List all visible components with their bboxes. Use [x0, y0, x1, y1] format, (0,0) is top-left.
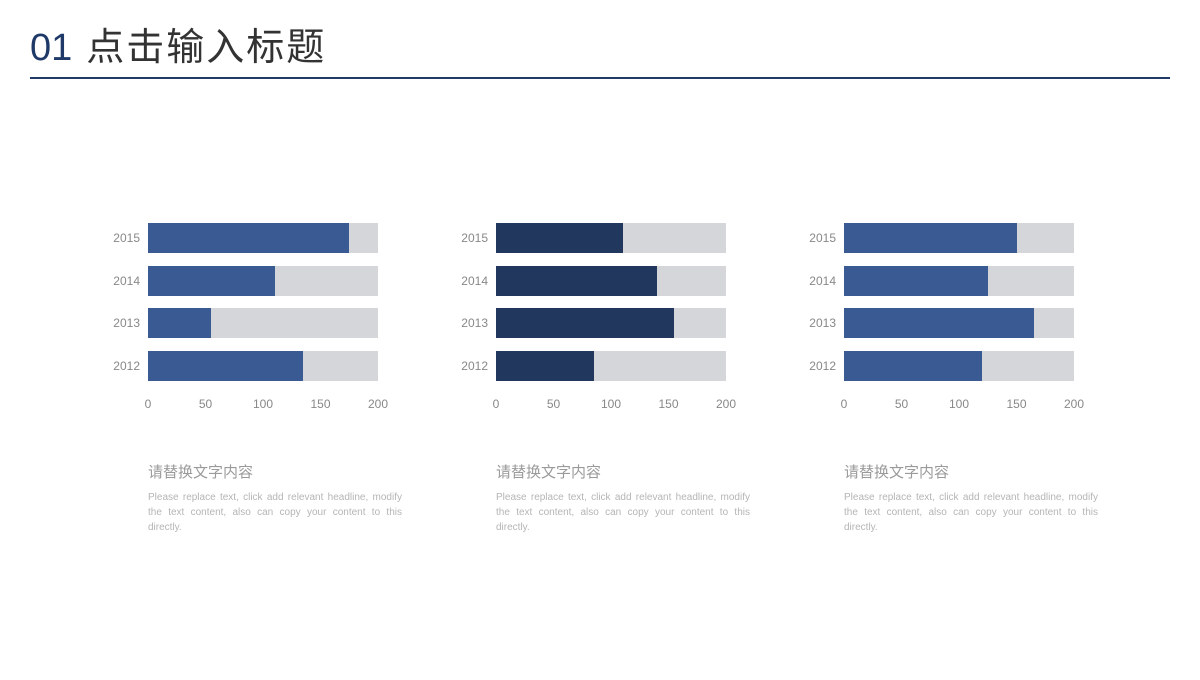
- chart-block-2: 2015 2014 2013 2012 0 50 100 150 200: [798, 217, 1098, 417]
- bar-row: [496, 266, 726, 296]
- bars-container: [148, 217, 378, 387]
- caption-body: Please replace text, click add relevant …: [148, 490, 402, 535]
- bar-foreground: [844, 351, 982, 381]
- x-axis-tick: 150: [658, 397, 678, 411]
- bar-foreground: [844, 223, 1017, 253]
- x-axis-tick: 200: [1064, 397, 1084, 411]
- y-axis-label: 2015: [450, 231, 488, 245]
- x-axis-tick: 100: [949, 397, 969, 411]
- y-axis-label: 2012: [798, 359, 836, 373]
- caption-block-2: 请替换文字内容 Please replace text, click add re…: [798, 461, 1098, 535]
- y-axis-label: 2013: [102, 316, 140, 330]
- bar-row: [496, 308, 726, 338]
- bar-foreground: [844, 266, 988, 296]
- x-axis-tick: 150: [310, 397, 330, 411]
- x-axis-tick: 200: [368, 397, 388, 411]
- bar-row: [148, 266, 378, 296]
- x-axis-tick: 50: [547, 397, 560, 411]
- bar-foreground: [844, 308, 1034, 338]
- bar-row: [844, 308, 1074, 338]
- y-axis-label: 2013: [450, 316, 488, 330]
- x-axis-tick: 100: [601, 397, 621, 411]
- bar-foreground: [148, 308, 211, 338]
- y-axis-label: 2014: [102, 274, 140, 288]
- x-axis: 050100150200: [148, 397, 378, 417]
- x-axis-tick: 100: [253, 397, 273, 411]
- bar-foreground: [148, 223, 349, 253]
- bar-foreground: [496, 223, 623, 253]
- slide-title: 点击输入标题: [86, 16, 326, 71]
- chart-block-0: 2015 2014 2013 2012 0 50 100 150 200: [102, 217, 402, 417]
- bar-row: [844, 266, 1074, 296]
- bar-row: [844, 223, 1074, 253]
- x-axis-tick: 0: [841, 397, 848, 411]
- x-axis-tick: 0: [493, 397, 500, 411]
- x-axis-tick: 50: [199, 397, 212, 411]
- y-axis-label: 2013: [798, 316, 836, 330]
- header-line: 01 点击输入标题: [30, 16, 1170, 71]
- bars-container: [844, 217, 1074, 387]
- bar-foreground: [148, 351, 303, 381]
- caption-body: Please replace text, click add relevant …: [496, 490, 750, 535]
- caption-block-0: 请替换文字内容 Please replace text, click add re…: [102, 461, 402, 535]
- caption-block-1: 请替换文字内容 Please replace text, click add re…: [450, 461, 750, 535]
- bar-foreground: [496, 266, 657, 296]
- bar-foreground: [148, 266, 275, 296]
- x-axis-tick: 0: [145, 397, 152, 411]
- y-axis-label: 2014: [450, 274, 488, 288]
- bar-chart: 2015 2014 2013 2012 0 50 100 150 200: [798, 217, 1098, 417]
- y-axis-label: 2014: [798, 274, 836, 288]
- bar-row: [496, 223, 726, 253]
- caption-row: 请替换文字内容 Please replace text, click add re…: [0, 461, 1200, 535]
- bar-chart: 2015 2014 2013 2012 0 50 100 150 200: [450, 217, 750, 417]
- bar-row: [148, 308, 378, 338]
- bar-foreground: [496, 308, 674, 338]
- bar-chart: 2015 2014 2013 2012 0 50 100 150 200: [102, 217, 402, 417]
- bar-row: [148, 223, 378, 253]
- y-axis-label: 2012: [450, 359, 488, 373]
- caption-body: Please replace text, click add relevant …: [844, 490, 1098, 535]
- bars-container: [496, 217, 726, 387]
- caption-title: 请替换文字内容: [496, 461, 750, 482]
- slide: 01 点击输入标题 201520142013201205010015020020…: [0, 0, 1200, 680]
- bar-row: [496, 351, 726, 381]
- x-axis: 050100150200: [496, 397, 726, 417]
- bar-row: [148, 351, 378, 381]
- bar-row: [844, 351, 1074, 381]
- bar-foreground: [496, 351, 594, 381]
- caption-title: 请替换文字内容: [148, 461, 402, 482]
- slide-number: 01: [30, 27, 72, 70]
- caption-title: 请替换文字内容: [844, 461, 1098, 482]
- x-axis-tick: 200: [716, 397, 736, 411]
- slide-header: 01 点击输入标题: [0, 0, 1200, 87]
- y-axis-label: 2012: [102, 359, 140, 373]
- x-axis-tick: 150: [1006, 397, 1026, 411]
- charts-row: 2015 2014 2013 2012 0 50 100 150 200 2015 2014 2013…: [0, 217, 1200, 417]
- header-divider: [30, 77, 1170, 79]
- y-axis-label: 2015: [102, 231, 140, 245]
- y-axis-label: 2015: [798, 231, 836, 245]
- x-axis-tick: 50: [895, 397, 908, 411]
- chart-block-1: 2015 2014 2013 2012 0 50 100 150 200: [450, 217, 750, 417]
- x-axis: 050100150200: [844, 397, 1074, 417]
